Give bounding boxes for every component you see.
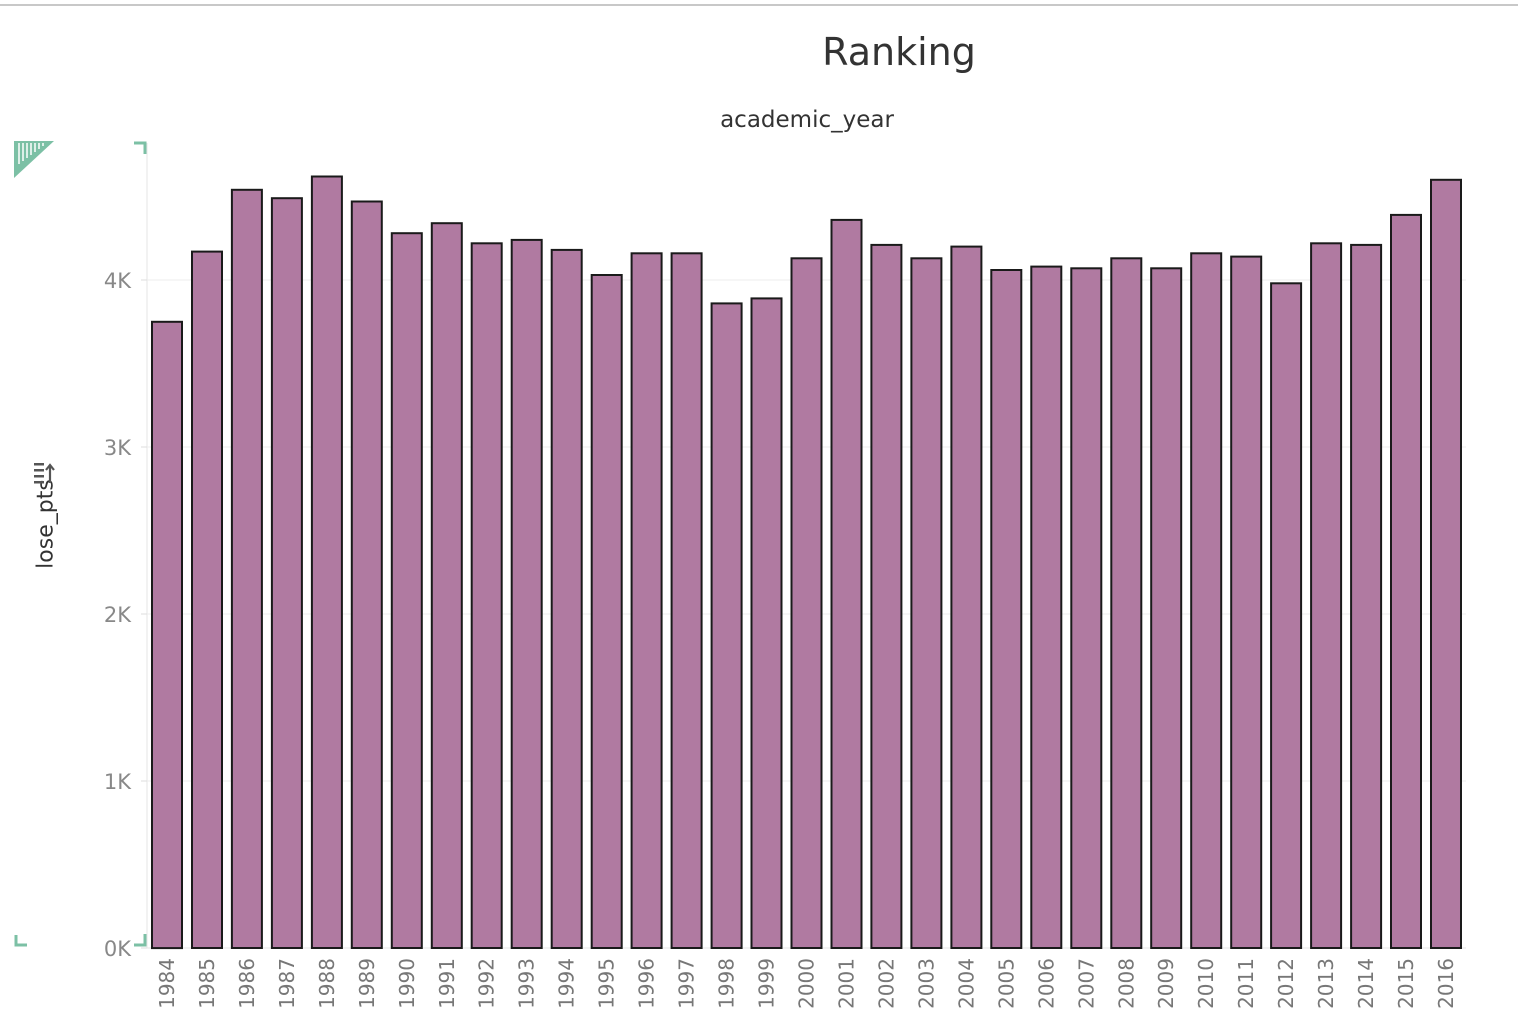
- x-tick-label: 1994: [555, 958, 579, 1009]
- bar-2016[interactable]: [1430, 178, 1462, 950]
- axis-bracket-bottom-right: [134, 934, 147, 947]
- x-tick-label: 1986: [235, 958, 259, 1009]
- bar-2007[interactable]: [1070, 267, 1103, 949]
- x-tick-label: 1999: [755, 958, 779, 1009]
- column-header[interactable]: academic_year: [720, 107, 894, 133]
- bar-1992[interactable]: [470, 242, 503, 950]
- bar-2002[interactable]: [870, 243, 903, 949]
- bar-2006[interactable]: [1030, 265, 1063, 950]
- x-tick-label: 2008: [1114, 958, 1138, 1009]
- x-tick-label: 1997: [675, 958, 699, 1009]
- x-tick-label: 2005: [994, 958, 1018, 1009]
- x-tick-label: 1989: [355, 958, 379, 1009]
- bar-2014[interactable]: [1350, 243, 1383, 949]
- bar-2015[interactable]: [1390, 213, 1422, 949]
- x-tick-label: 2016: [1434, 958, 1458, 1009]
- x-tick-label: 1993: [515, 958, 539, 1009]
- bar-1987[interactable]: [270, 197, 303, 949]
- x-tick-label: 2014: [1354, 958, 1378, 1009]
- x-tick-label: 2012: [1274, 958, 1298, 1009]
- x-tick-label: 1995: [595, 958, 619, 1009]
- x-tick-label: 2010: [1194, 958, 1218, 1009]
- x-tick-label: 2006: [1034, 958, 1058, 1009]
- x-tick-label: 2001: [835, 958, 859, 1009]
- bar-2013[interactable]: [1310, 242, 1343, 950]
- y-tick-label: 0K: [104, 937, 132, 961]
- y-tick-label: 4K: [104, 269, 132, 293]
- bar-1985[interactable]: [191, 250, 223, 950]
- x-tick-label: 2011: [1234, 958, 1258, 1009]
- x-tick-label: 1998: [715, 958, 739, 1009]
- y-tick-label: 1K: [104, 770, 132, 794]
- axis-bracket-bottom-left: [14, 935, 27, 947]
- x-tick-label: 1987: [275, 958, 299, 1009]
- bar-1995[interactable]: [590, 274, 623, 949]
- x-tick-label: 1984: [155, 958, 179, 1009]
- bar-2012[interactable]: [1270, 282, 1303, 949]
- bar-2000[interactable]: [790, 257, 823, 949]
- bar-1998[interactable]: [710, 302, 743, 949]
- y-tick-label: 3K: [104, 436, 132, 460]
- bar-2009[interactable]: [1150, 267, 1183, 949]
- bar-2001[interactable]: [830, 218, 863, 949]
- x-tick-label: 1985: [195, 958, 219, 1009]
- bar-2010[interactable]: [1190, 252, 1223, 950]
- bar-2011[interactable]: [1230, 255, 1263, 950]
- bar-1991[interactable]: [430, 222, 463, 949]
- triangle-marker-icon[interactable]: [13, 140, 55, 182]
- top-border: [0, 4, 1518, 6]
- x-tick-label: 2015: [1394, 958, 1418, 1009]
- y-tick-label: 2K: [104, 603, 132, 627]
- bar-1999[interactable]: [750, 297, 783, 949]
- x-tick-label: 1992: [475, 958, 499, 1009]
- bar-1988[interactable]: [310, 175, 343, 949]
- x-tick-label: 1988: [315, 958, 339, 1009]
- bar-2004[interactable]: [950, 245, 983, 950]
- x-tick-label: 2004: [954, 958, 978, 1009]
- x-tick-label: 1996: [635, 958, 659, 1009]
- bar-1990[interactable]: [390, 232, 423, 949]
- x-tick-label: 2002: [874, 958, 898, 1009]
- bar-1994[interactable]: [550, 248, 583, 949]
- bar-2005[interactable]: [990, 269, 1023, 949]
- bar-2008[interactable]: [1110, 257, 1143, 949]
- x-tick-label: 2013: [1314, 958, 1338, 1009]
- chart-title: Ranking: [822, 30, 976, 74]
- bar-1984[interactable]: [151, 320, 183, 950]
- bar-1996[interactable]: [630, 252, 663, 950]
- x-tick-label: 2009: [1154, 958, 1178, 1009]
- x-tick-label: 1991: [435, 958, 459, 1009]
- bar-1989[interactable]: [350, 200, 383, 949]
- x-tick-label: 2003: [914, 958, 938, 1009]
- x-tick-label: 2000: [795, 958, 819, 1009]
- bar-1997[interactable]: [670, 252, 703, 950]
- axis-bracket-top: [134, 141, 147, 154]
- sort-icon[interactable]: [32, 460, 58, 486]
- bar-2003[interactable]: [910, 257, 943, 949]
- bar-1986[interactable]: [230, 188, 263, 950]
- x-tick-label: 2007: [1074, 958, 1098, 1009]
- bar-1993[interactable]: [510, 238, 543, 949]
- x-tick-label: 1990: [395, 958, 419, 1009]
